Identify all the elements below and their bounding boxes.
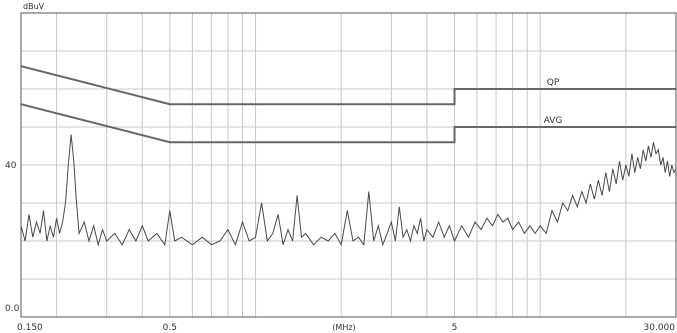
- plot-frame: [20, 12, 677, 318]
- y-tick-label: 0.0: [5, 304, 20, 314]
- y-tick-label: 40: [5, 161, 17, 171]
- x-tick-label: 0.5: [163, 323, 177, 333]
- limit-label-avg: AVG: [544, 116, 563, 126]
- x-axis-label: (MHz): [332, 323, 355, 332]
- series-line: [20, 134, 677, 247]
- limit-line-qp: [20, 65, 676, 106]
- axis-labels: dBuV (MHz) 0.150 0.5 5 30.000 40 0.0: [5, 2, 675, 333]
- y-axis-label: dBuV: [23, 2, 45, 11]
- x-tick-label: 0.150: [17, 323, 43, 333]
- measurement-series: [20, 134, 677, 247]
- limit-line-avg: [20, 103, 676, 144]
- grid: [21, 13, 676, 317]
- limit-lines: QP AVG: [20, 65, 676, 144]
- limit-label-qp: QP: [547, 78, 560, 88]
- x-tick-label: 5: [452, 323, 458, 333]
- x-tick-label: 30.000: [644, 323, 676, 333]
